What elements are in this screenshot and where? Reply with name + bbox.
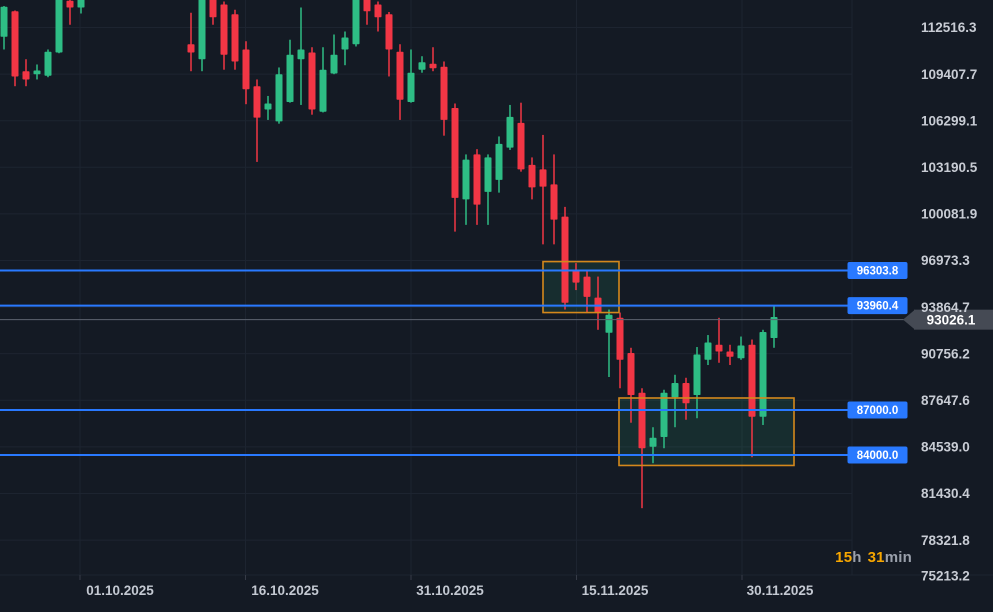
- candle-up: [275, 67, 283, 124]
- price-level-badge: [847, 297, 908, 315]
- candle-up: [44, 49, 52, 78]
- candle-down: [220, 1, 228, 70]
- candle-up: [737, 336, 745, 360]
- candle-up: [319, 47, 327, 113]
- candle-down: [66, 0, 74, 25]
- time-axis[interactable]: 01.10.2025 16.10.2025 31.10.2025 15.11.2025…: [79, 575, 814, 598]
- price-axis-tick-label: 93864.7: [921, 300, 970, 315]
- date-label: 16.10.2025: [251, 583, 319, 598]
- candle-down: [572, 263, 580, 291]
- candle-up: [418, 56, 426, 73]
- range-box[interactable]: [542, 260, 620, 314]
- candle-up: [660, 389, 668, 449]
- candle-down: [517, 102, 525, 172]
- candle-down: [616, 312, 624, 389]
- candle-up: [0, 6, 8, 50]
- candle-up: [506, 104, 514, 150]
- price-axis-tick-label: 103190.5: [921, 160, 978, 175]
- price-level-badge: [847, 446, 908, 464]
- candle-up: [198, 0, 206, 72]
- price-axis-tick-label: 87647.6: [921, 393, 970, 408]
- candle-down: [11, 10, 19, 87]
- price-axis-tick-label: 100081.9: [921, 207, 977, 222]
- candle-down: [550, 154, 558, 245]
- candle-up: [407, 49, 415, 103]
- candle-down: [242, 41, 250, 105]
- date-label: 01.10.2025: [86, 583, 154, 598]
- candle-up: [671, 374, 679, 428]
- candle-up: [462, 154, 470, 225]
- range-box[interactable]: [618, 397, 795, 467]
- candle-up: [55, 0, 63, 54]
- candle-up: [33, 64, 41, 80]
- candle-down: [473, 149, 481, 225]
- candle-up: [693, 347, 701, 419]
- candle-down: [440, 61, 448, 136]
- countdown-hours: 15: [835, 549, 853, 566]
- price-axis[interactable]: 112516.3 109407.7 106299.1 103190.5 100081.9…: [921, 20, 978, 584]
- candle-down: [726, 344, 734, 366]
- price-axis-tick-label: 96973.3: [921, 253, 970, 268]
- candle-down: [363, 0, 371, 25]
- candle-up: [330, 34, 338, 75]
- candle-down: [429, 47, 437, 72]
- candle-down: [209, 0, 217, 25]
- price-axis-tick-label: 81430.4: [921, 486, 970, 501]
- candle-up: [264, 95, 272, 120]
- candle-down: [396, 44, 404, 120]
- candle-down: [253, 79, 261, 162]
- price-axis-tick-label: 106299.1: [921, 113, 978, 128]
- price-level-badge: [847, 401, 908, 419]
- countdown-minutes: 31: [867, 549, 885, 566]
- candle-down: [528, 157, 536, 200]
- candle-down: [539, 134, 547, 245]
- candle-down: [638, 388, 646, 509]
- candle-up: [770, 305, 778, 348]
- candle-up: [704, 335, 712, 366]
- price-level-badge-label: 87000.0: [857, 405, 899, 417]
- candlestick-series: [0, 0, 778, 509]
- candle-up: [352, 0, 360, 47]
- price-axis-tick-label: 112516.3: [921, 20, 977, 35]
- current-price-marker: 93026.1: [0, 309, 993, 330]
- candle-up: [495, 136, 503, 193]
- candle-down: [385, 12, 393, 77]
- date-label: 30.11.2025: [747, 583, 814, 598]
- countdown-minutes-unit: min: [884, 549, 912, 566]
- countdown-hours-unit: h: [852, 549, 862, 566]
- candle-up: [77, 0, 85, 14]
- price-level-badge: [847, 262, 908, 280]
- candle-up: [649, 427, 657, 464]
- price-axis-tick-label: 78321.8: [921, 533, 970, 548]
- candle-up: [297, 7, 305, 105]
- candle-down: [231, 9, 239, 70]
- candle-down: [22, 59, 30, 87]
- candle-down: [374, 1, 382, 32]
- current-price-label: 93026.1: [927, 312, 976, 327]
- candle-down: [187, 12, 195, 72]
- bar-close-countdown: 15h 31min: [835, 549, 912, 566]
- price-level-badge-label: 93960.4: [857, 301, 899, 313]
- price-level-badge-label: 84000.0: [857, 450, 899, 462]
- current-price-badge-arrow: [903, 309, 915, 330]
- candle-down: [451, 103, 459, 232]
- price-level-badge-label: 96303.8: [857, 266, 899, 278]
- date-label: 15.11.2025: [582, 583, 649, 598]
- price-axis-tick-label: 90756.2: [921, 346, 970, 361]
- price-level-lines[interactable]: 96303.8 93960.4 87000.0 84000.0: [0, 262, 908, 464]
- price-axis-tick-label: 109407.7: [921, 67, 977, 82]
- range-boxes[interactable]: [542, 260, 795, 467]
- candle-down: [561, 206, 569, 310]
- price-axis-tick-label: 75213.2: [921, 569, 970, 584]
- current-price-badge: [914, 309, 993, 330]
- candle-down: [715, 317, 723, 363]
- candle-up: [286, 39, 294, 103]
- candle-down: [308, 47, 316, 115]
- candle-up: [484, 154, 492, 225]
- date-label: 31.10.2025: [416, 583, 484, 598]
- price-axis-tick-label: 84539.0: [921, 440, 970, 455]
- candle-up: [341, 31, 349, 66]
